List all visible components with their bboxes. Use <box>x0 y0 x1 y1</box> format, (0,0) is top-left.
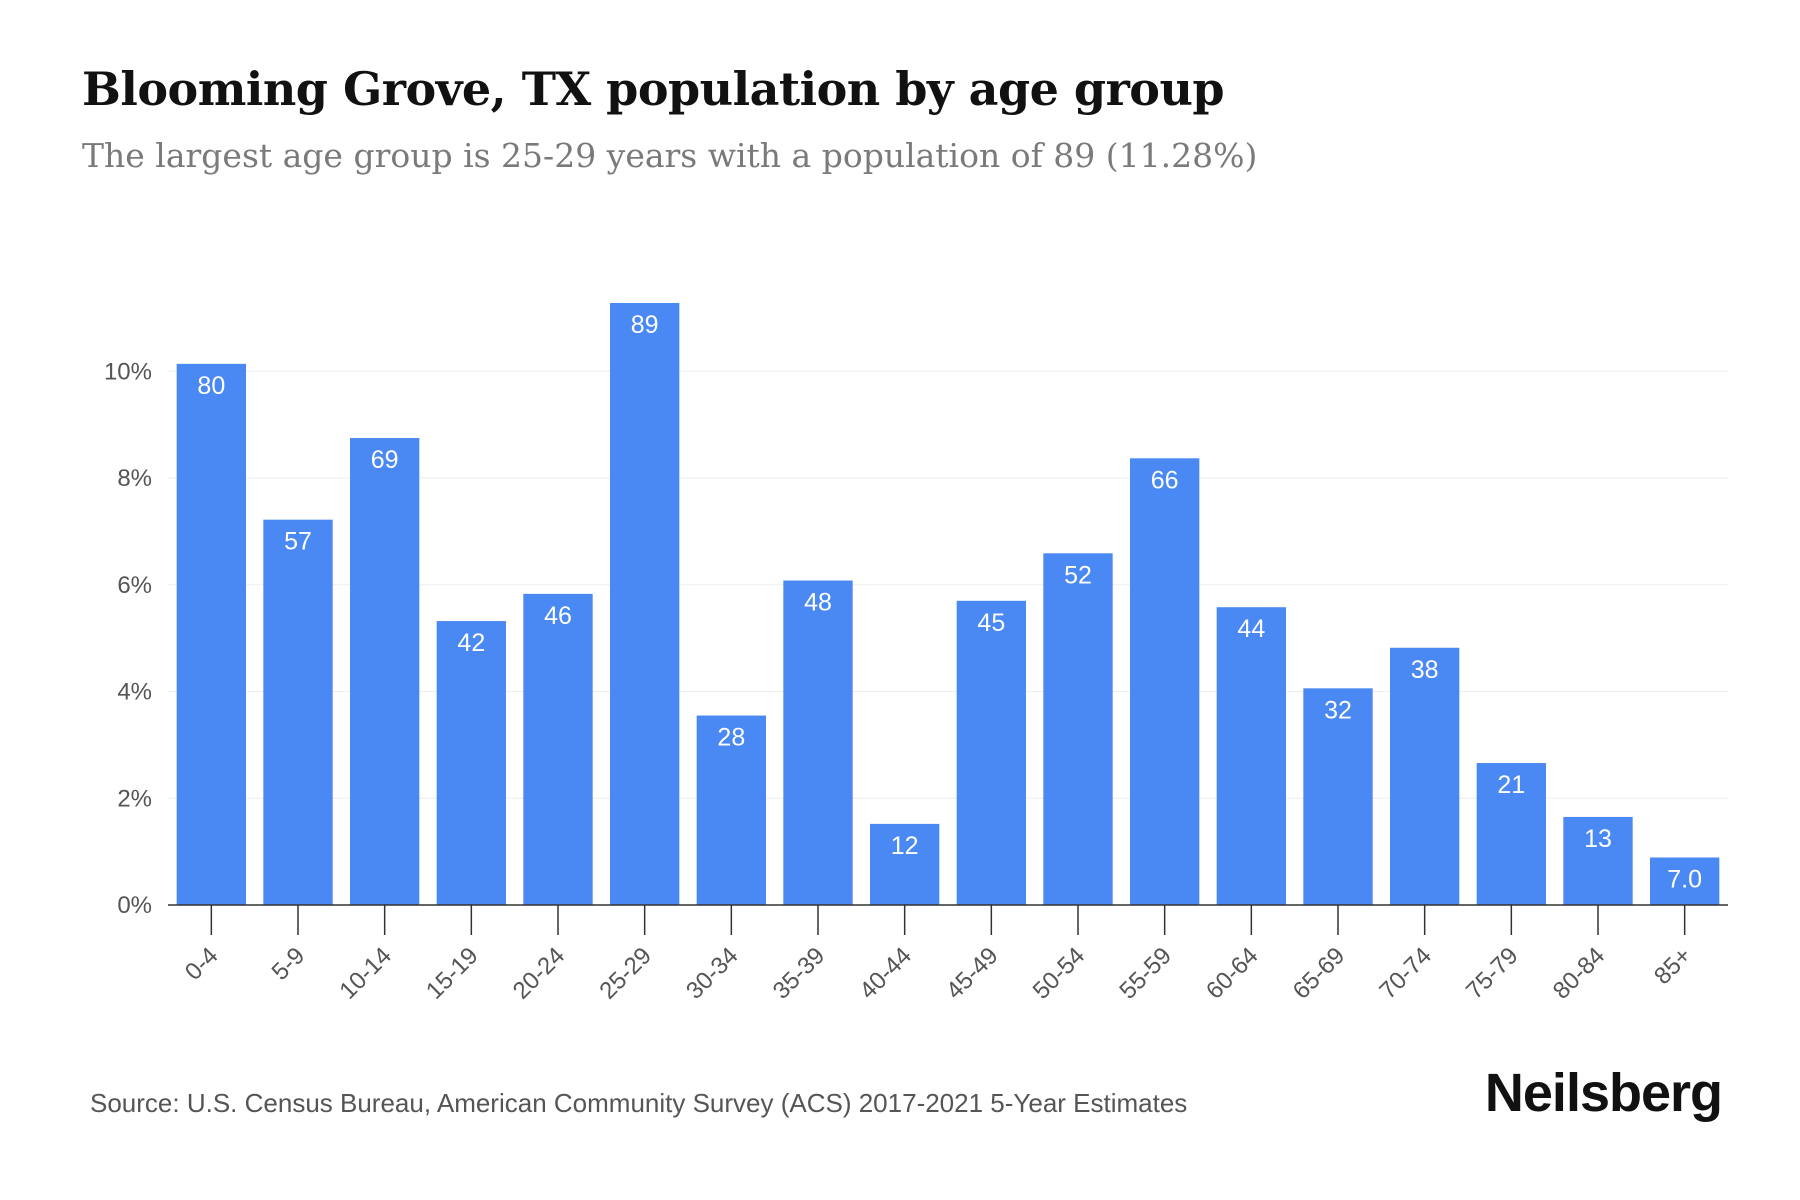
x-tick-label: 15-19 <box>421 942 484 1005</box>
brand-logo: Neilsberg <box>1484 1063 1723 1123</box>
bar <box>1476 763 1546 905</box>
bar-value-label: 89 <box>631 311 659 339</box>
y-tick-label: 6% <box>117 572 152 599</box>
bar <box>176 363 246 905</box>
chart-title: Blooming Grove, TX population by age gro… <box>82 62 1225 116</box>
x-tick-label: 30-34 <box>681 942 744 1005</box>
x-tick-label: 60-64 <box>1201 942 1264 1005</box>
bar <box>956 600 1026 905</box>
x-tick-label: 40-44 <box>854 942 917 1005</box>
x-tick-label: 25-29 <box>594 942 657 1005</box>
bar-value-label: 52 <box>1064 561 1092 589</box>
y-tick-label: 0% <box>117 892 152 919</box>
bar-value-label: 28 <box>717 724 745 752</box>
bar <box>263 519 333 905</box>
bar <box>696 715 766 905</box>
bar-value-label: 21 <box>1497 771 1525 799</box>
bar-value-label: 38 <box>1411 656 1439 684</box>
bar-value-label: 42 <box>457 629 485 657</box>
bar <box>1303 688 1373 905</box>
chart-subtitle: The largest age group is 25-29 years wit… <box>82 136 1258 175</box>
x-tick-label: 10-14 <box>334 942 397 1005</box>
x-tick-label: 0-4 <box>180 942 224 986</box>
x-tick-label: 35-39 <box>768 942 831 1005</box>
y-tick-label: 10% <box>104 358 152 385</box>
y-tick-label: 2% <box>117 785 152 812</box>
x-tick-label: 75-79 <box>1461 942 1524 1005</box>
bar-value-label: 12 <box>891 832 919 860</box>
x-tick-label: 20-24 <box>508 942 571 1005</box>
bar <box>523 593 593 905</box>
bar <box>1390 647 1460 905</box>
bar <box>1130 458 1200 905</box>
y-tick-label: 8% <box>117 465 152 492</box>
bar-value-label: 32 <box>1324 696 1352 724</box>
bar-value-label: 66 <box>1151 466 1179 494</box>
x-tick-label: 50-54 <box>1028 942 1091 1005</box>
bar <box>783 580 853 905</box>
bar-value-label: 69 <box>371 446 399 474</box>
x-tick-label: 85+ <box>1649 942 1697 990</box>
x-tick-label: 5-9 <box>267 942 311 986</box>
bar-value-label: 7.0 <box>1667 866 1702 894</box>
bar <box>1650 857 1720 905</box>
bar-value-label: 80 <box>197 372 225 400</box>
bar-value-label: 46 <box>544 602 572 630</box>
y-tick-label: 4% <box>117 679 152 706</box>
bar <box>436 621 506 905</box>
bar-value-label: 48 <box>804 589 832 617</box>
x-tick-label: 45-49 <box>941 942 1004 1005</box>
bar-value-label: 13 <box>1584 825 1612 853</box>
bar <box>870 823 940 905</box>
bar <box>1216 607 1286 905</box>
x-tick-label: 55-59 <box>1114 942 1177 1005</box>
bar <box>610 303 680 905</box>
bar-value-label: 44 <box>1237 615 1265 643</box>
bar <box>1043 553 1113 905</box>
x-tick-label: 70-74 <box>1374 942 1437 1005</box>
bar <box>350 438 420 905</box>
bar-value-label: 57 <box>284 528 312 556</box>
bar <box>1563 816 1633 905</box>
x-tick-label: 80-84 <box>1548 942 1611 1005</box>
source-note: Source: U.S. Census Bureau, American Com… <box>90 1088 1188 1118</box>
bar-value-label: 45 <box>977 609 1005 637</box>
x-tick-label: 65-69 <box>1288 942 1351 1005</box>
